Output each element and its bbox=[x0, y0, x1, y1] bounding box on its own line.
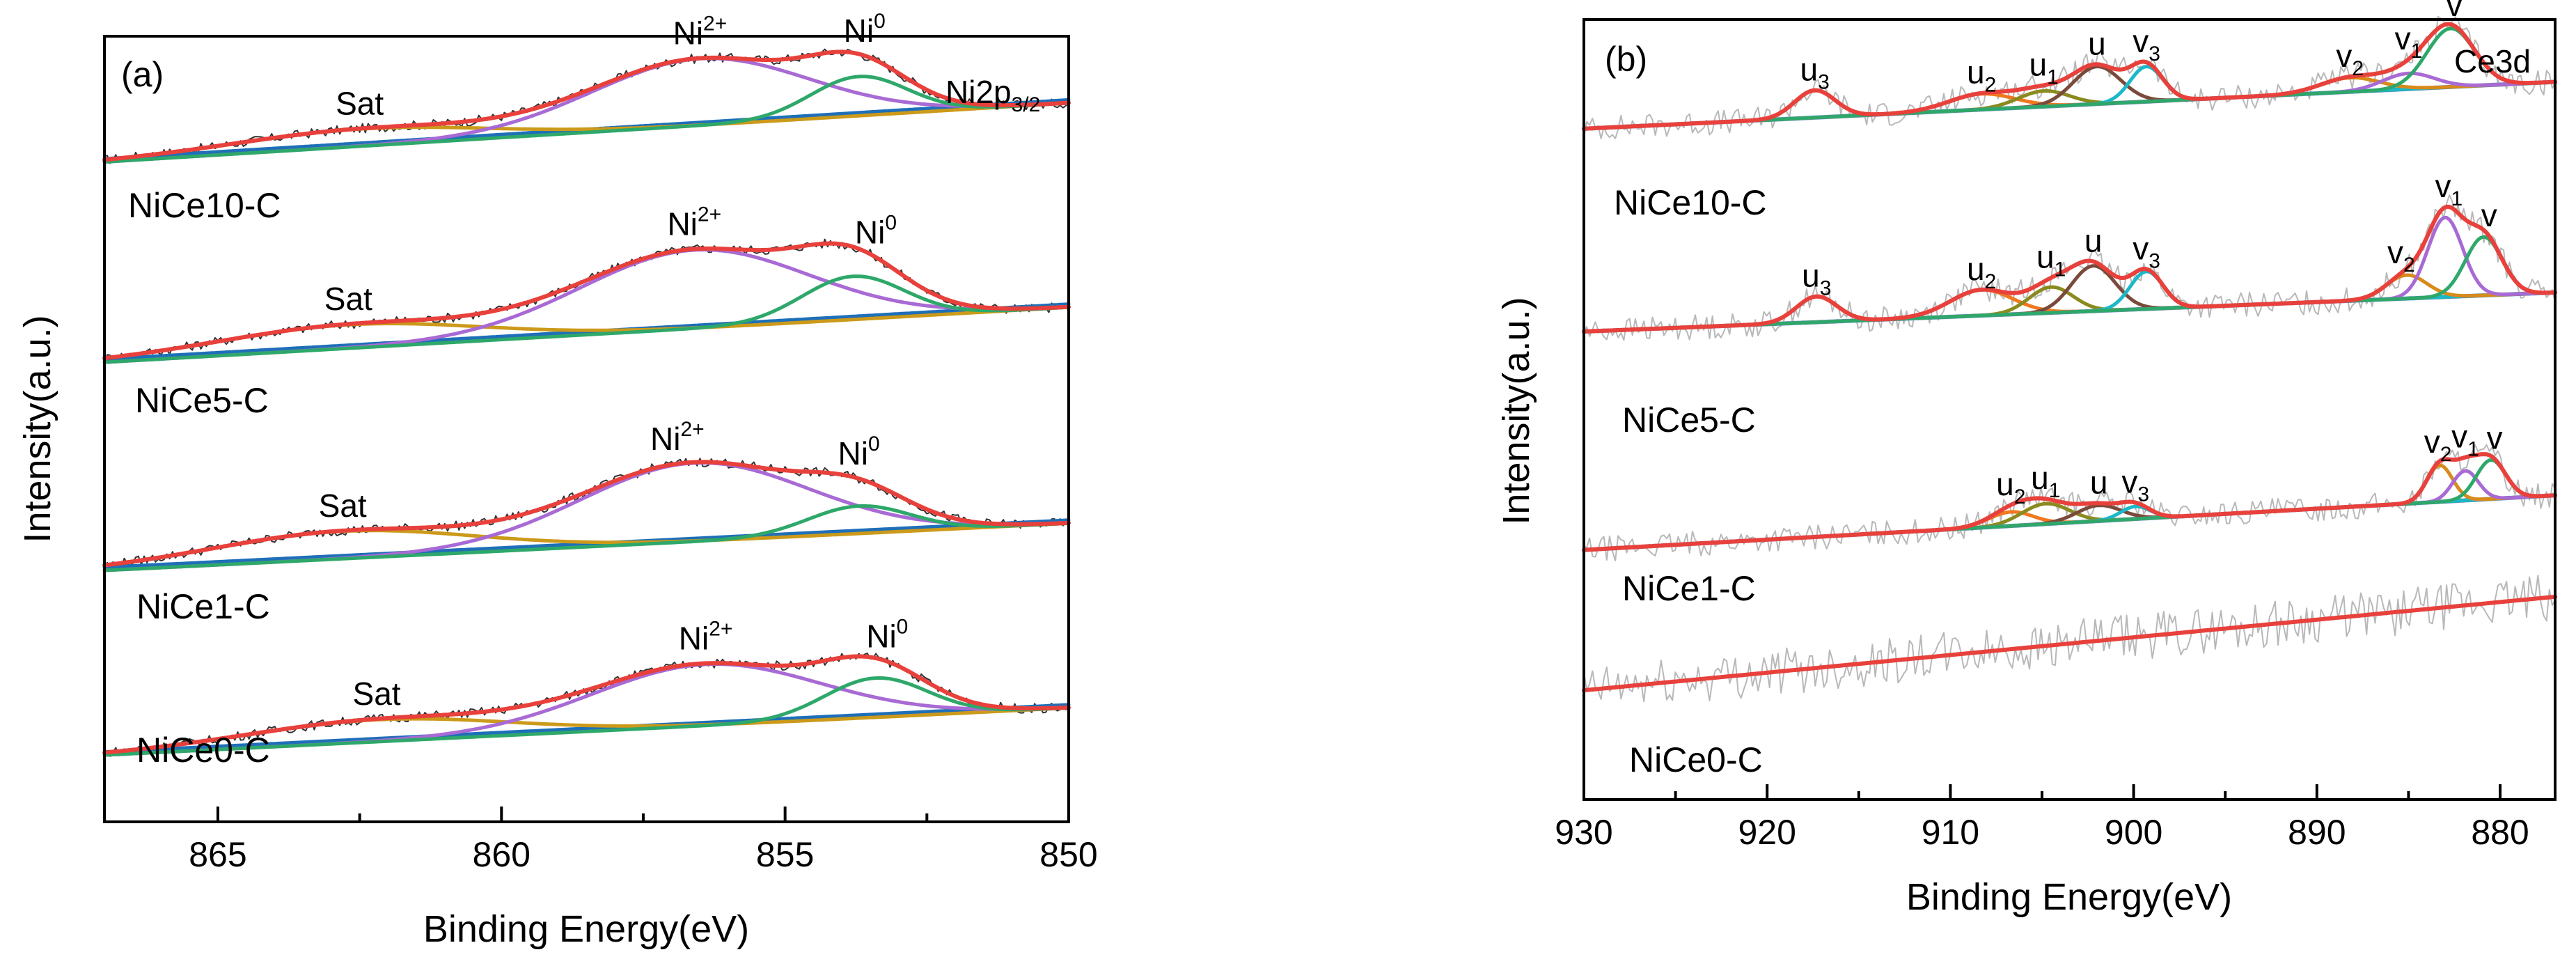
peak-label: u3 bbox=[1802, 258, 1831, 300]
peak-label: v3 bbox=[2133, 23, 2160, 65]
envelope-NiCe5-C bbox=[1582, 204, 2557, 334]
x-tick-label: 910 bbox=[1922, 813, 1979, 852]
panel-a-title: Ni2p3/2 bbox=[945, 74, 1040, 116]
panel-a-tag: (a) bbox=[121, 55, 164, 94]
panel-b-title: Ce3d bbox=[2454, 43, 2531, 79]
sample-label-NiCe1-C: NiCe1-C bbox=[1622, 569, 1756, 608]
peak-label: u2 bbox=[1967, 251, 1996, 293]
peak-label: Ni0 bbox=[855, 211, 897, 250]
peak-label: Ni2+ bbox=[673, 12, 728, 51]
peak-label: v1 bbox=[2451, 419, 2479, 461]
sample-label-NiCe0-C: NiCe0-C bbox=[1629, 740, 1763, 779]
peak-label: u2 bbox=[1967, 54, 1996, 97]
peak-label: v3 bbox=[2133, 230, 2160, 272]
component-Ni0-NiCe1-C bbox=[102, 504, 1071, 572]
panel-a-sample-labels: NiCe10-C NiCe5-C NiCe1-C NiCe0-C bbox=[128, 186, 281, 770]
component-Ni0-NiCe0-C bbox=[102, 676, 1071, 757]
peak-label: v bbox=[2487, 420, 2503, 456]
peak-label: u1 bbox=[2029, 46, 2059, 88]
peak-label: v3 bbox=[2121, 464, 2149, 506]
peak-label: v1 bbox=[2435, 168, 2463, 210]
peak-label: Sat bbox=[319, 488, 367, 524]
envelope-NiCe1-C bbox=[102, 460, 1071, 568]
sample-label-NiCe5-C: NiCe5-C bbox=[1622, 400, 1756, 439]
x-tick-label: 930 bbox=[1555, 813, 1612, 852]
peak-label: Ni2+ bbox=[650, 418, 705, 457]
envelope-NiCe0-C bbox=[102, 654, 1071, 755]
component-v2-NiCe1-C bbox=[1582, 463, 2557, 552]
x-tick-label: 900 bbox=[2105, 813, 2162, 852]
panel-a-plot-frame bbox=[103, 35, 1070, 823]
panel-b-tag: (b) bbox=[1605, 40, 1647, 79]
sample-label-NiCe1-C: NiCe1-C bbox=[136, 587, 270, 626]
panel-a-y-axis-title: Intensity(a.u.) bbox=[17, 315, 58, 543]
panel-b-x-axis-title: Binding Energy(eV) bbox=[1906, 876, 2232, 918]
peak-label: u1 bbox=[2036, 239, 2066, 281]
peak-label: v2 bbox=[2336, 38, 2364, 80]
peak-label: u bbox=[2090, 464, 2108, 500]
peak-label: Sat bbox=[324, 281, 372, 317]
panel-a-ni2p: Sat Ni2+ Ni0 Sat Ni2+ Ni0 Sat Ni2+ Ni0 Sat Ni2+ Ni0… bbox=[17, 10, 1098, 950]
component-Ni0-NiCe10-C bbox=[102, 75, 1071, 164]
panel-b-sample-labels: NiCe10-C NiCe5-C NiCe1-C NiCe0-C bbox=[1614, 183, 1767, 779]
peak-label: Ni2+ bbox=[679, 617, 733, 656]
peak-label: v2 bbox=[2387, 234, 2415, 276]
peak-label: Ni0 bbox=[844, 10, 886, 49]
envelope-NiCe10-C bbox=[1582, 22, 2557, 131]
component-Ni0-NiCe5-C bbox=[102, 274, 1071, 364]
peak-label: v bbox=[2447, 0, 2463, 23]
x-tick-label: 850 bbox=[1039, 835, 1097, 874]
envelope-NiCe5-C bbox=[102, 241, 1071, 361]
panel-a-peak-labels: Sat Ni2+ Ni0 Sat Ni2+ Ni0 Sat Ni2+ Ni0 Sat Ni2+ Ni0 bbox=[319, 10, 909, 712]
component-v2-NiCe5-C bbox=[1582, 273, 2557, 334]
raw-data-NiCe1-C bbox=[104, 458, 1069, 568]
panel-a-curves bbox=[102, 48, 1071, 757]
panel-b-plot-frame bbox=[1582, 18, 2557, 801]
peak-label: u2 bbox=[1996, 466, 2025, 508]
x-tick-label: 860 bbox=[473, 835, 531, 874]
envelope-NiCe1-C bbox=[1582, 452, 2557, 552]
component-v3-NiCe5-C bbox=[1582, 270, 2557, 334]
peak-label: u3 bbox=[1800, 52, 1830, 94]
sample-label-NiCe5-C: NiCe5-C bbox=[135, 381, 269, 420]
envelope-NiCe0-C bbox=[1582, 594, 2557, 693]
x-tick-label: 865 bbox=[189, 835, 246, 874]
peak-label: v bbox=[2481, 197, 2497, 233]
component-Ni2+-NiCe5-C bbox=[102, 248, 1071, 364]
peak-label: Ni0 bbox=[838, 433, 879, 472]
x-tick-label: 855 bbox=[756, 835, 814, 874]
panel-b-x-ticks: 930 920 910 900 890 880 bbox=[1555, 784, 2529, 852]
envelope-NiCe10-C bbox=[102, 49, 1071, 162]
sample-label-NiCe0-C: NiCe0-C bbox=[136, 731, 270, 770]
x-tick-label: 890 bbox=[2288, 813, 2346, 852]
sample-label-NiCe10-C: NiCe10-C bbox=[128, 186, 281, 225]
raw-data-NiCe0-C bbox=[1583, 575, 2556, 703]
peak-label: Ni2+ bbox=[667, 203, 721, 242]
panel-a-x-ticks: 865 860 855 850 bbox=[189, 807, 1098, 874]
peak-label: Sat bbox=[336, 86, 384, 122]
peak-label: u bbox=[2084, 222, 2103, 258]
peak-label: v1 bbox=[2395, 20, 2423, 63]
x-tick-label: 920 bbox=[1738, 813, 1796, 852]
panel-a-x-axis-title: Binding Energy(eV) bbox=[423, 908, 749, 950]
panel-b-y-axis-title: Intensity(a.u.) bbox=[1495, 297, 1537, 524]
peak-label: v2 bbox=[2424, 423, 2452, 466]
background-NiCe0-C bbox=[102, 703, 1071, 754]
raw-data-NiCe10-C bbox=[104, 48, 1069, 164]
peak-label: u1 bbox=[2031, 460, 2060, 502]
peak-label: Sat bbox=[353, 676, 401, 712]
peak-label: u bbox=[2088, 25, 2106, 61]
peak-label: Ni0 bbox=[866, 616, 908, 655]
sample-label-NiCe10-C: NiCe10-C bbox=[1614, 183, 1767, 222]
panel-b-curves bbox=[1582, 15, 2557, 703]
x-tick-label: 880 bbox=[2471, 813, 2529, 852]
